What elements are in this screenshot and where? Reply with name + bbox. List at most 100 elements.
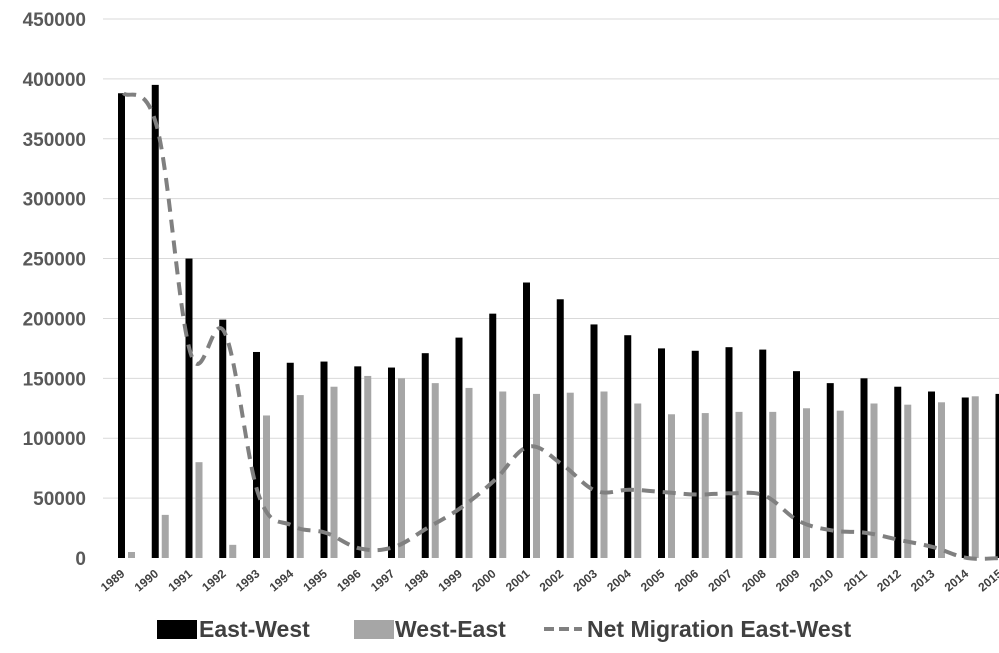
x-tick-label: 2009 [773, 566, 803, 594]
x-tick-label: 1989 [98, 566, 128, 594]
bar-east-west-2006 [691, 350, 699, 558]
bar-east-west-1992 [219, 319, 227, 558]
x-tick-label: 1990 [132, 566, 162, 594]
x-axis-ticks: 1989 1990 1991 1992 1993 1994 1995 1996 1997 1998… [98, 566, 999, 594]
bar-east-west-2010 [826, 383, 834, 558]
y-tick-label: 150000 [23, 369, 86, 390]
bar-east-west-2002 [556, 299, 564, 558]
legend-label-west-east: West-East [395, 616, 506, 642]
legend: East-West West-East Net Migration East-Wes… [157, 616, 851, 642]
bar-west-east-2007 [735, 411, 743, 558]
x-tick-label: 2004 [604, 566, 634, 594]
x-tick-label: 2002 [537, 566, 567, 594]
x-tick-label: 1993 [233, 566, 263, 594]
x-tick-label: 2000 [469, 566, 499, 594]
x-tick-label: 1997 [368, 566, 398, 594]
bar-west-east-2006 [701, 413, 709, 558]
bar-east-west-2015 [995, 393, 999, 558]
y-tick-label: 400000 [23, 70, 86, 91]
bar-west-east-2003 [600, 391, 608, 558]
x-tick-label: 1991 [165, 566, 195, 594]
bar-east-west-2014 [961, 397, 969, 558]
y-tick-label: 450000 [23, 10, 86, 31]
bar-west-east-2009 [803, 408, 810, 558]
bar-east-west-1995 [320, 361, 328, 558]
y-tick-label: 50000 [33, 489, 86, 510]
x-tick-label: 2006 [672, 566, 702, 594]
bar-west-east-2013 [938, 402, 945, 558]
y-tick-label: 100000 [23, 429, 86, 450]
x-tick-label: 2008 [739, 566, 769, 594]
bar-west-east-2001 [533, 393, 540, 558]
bar-east-west-2008 [759, 349, 767, 558]
legend-label-net-migration: Net Migration East-West [587, 616, 851, 642]
x-tick-label: 1999 [435, 566, 465, 594]
bar-west-east-2012 [904, 404, 912, 558]
bar-west-east-2002 [566, 392, 574, 558]
legend-swatch-east-west [157, 620, 197, 639]
bars [118, 84, 999, 559]
x-tick-label: 2012 [874, 566, 904, 594]
y-tick-label: 350000 [23, 130, 86, 151]
bar-east-west-1991 [185, 258, 193, 558]
x-tick-label: 2005 [638, 566, 668, 594]
x-tick-label: 2010 [807, 566, 837, 594]
bar-west-east-1997 [398, 378, 405, 558]
bar-east-west-2003 [590, 324, 598, 558]
bar-west-east-1998 [431, 383, 439, 558]
y-tick-label: 300000 [23, 190, 86, 211]
x-tick-label: 2011 [841, 566, 870, 594]
bar-east-west-1998 [421, 353, 429, 558]
bar-west-east-1999 [465, 387, 473, 558]
bar-east-west-1997 [388, 367, 395, 558]
gridlines [103, 18, 999, 499]
bar-west-east-1994 [296, 395, 304, 558]
x-tick-label: 2015 [975, 566, 999, 594]
bar-west-east-1989 [128, 552, 135, 558]
bar-west-east-1993 [263, 415, 270, 558]
bar-west-east-2004 [634, 403, 642, 558]
x-tick-label: 1992 [199, 566, 229, 594]
bar-east-west-2013 [928, 391, 935, 558]
x-tick-label: 2003 [570, 566, 600, 594]
bar-east-west-2007 [725, 347, 733, 558]
bar-east-west-1996 [354, 366, 362, 558]
bar-west-east-2000 [499, 391, 507, 558]
x-tick-label: 2001 [503, 566, 533, 594]
bar-east-west-1999 [455, 337, 463, 558]
bar-east-west-2011 [860, 378, 868, 558]
bar-west-east-2008 [769, 411, 777, 558]
bar-west-east-1995 [330, 386, 338, 558]
bar-east-west-2000 [489, 313, 497, 558]
bar-west-east-2010 [836, 410, 844, 558]
y-tick-label: 250000 [23, 250, 86, 271]
bar-east-west-2005 [658, 348, 665, 558]
bar-east-west-2012 [894, 386, 902, 558]
bar-east-west-2009 [793, 371, 800, 558]
y-axis-ticks: 0 50000 100000 150000 200000 250000 300000 3500… [23, 10, 86, 570]
bar-east-west-1994 [286, 362, 294, 558]
bar-east-west-1989 [118, 93, 125, 559]
bar-east-west-2001 [523, 282, 530, 558]
x-tick-label: 2013 [908, 566, 938, 594]
bar-east-west-1993 [253, 351, 260, 558]
bar-west-east-1992 [229, 544, 237, 558]
x-tick-label: 1994 [267, 566, 297, 594]
bar-east-west-1990 [151, 84, 159, 558]
x-tick-label: 1998 [402, 566, 432, 594]
bar-west-east-1990 [161, 514, 169, 558]
bar-west-east-1991 [195, 462, 203, 558]
y-tick-label: 200000 [23, 309, 86, 330]
bar-west-east-1996 [364, 375, 372, 558]
x-tick-label: 2014 [942, 566, 972, 594]
bar-west-east-2005 [668, 414, 675, 558]
x-tick-label: 1996 [334, 566, 364, 594]
legend-swatch-west-east [354, 620, 394, 639]
bar-west-east-2014 [971, 396, 979, 558]
legend-label-east-west: East-West [199, 616, 310, 642]
x-tick-label: 1995 [300, 566, 330, 594]
x-tick-label: 2007 [705, 566, 735, 594]
bar-west-east-2011 [870, 403, 878, 558]
